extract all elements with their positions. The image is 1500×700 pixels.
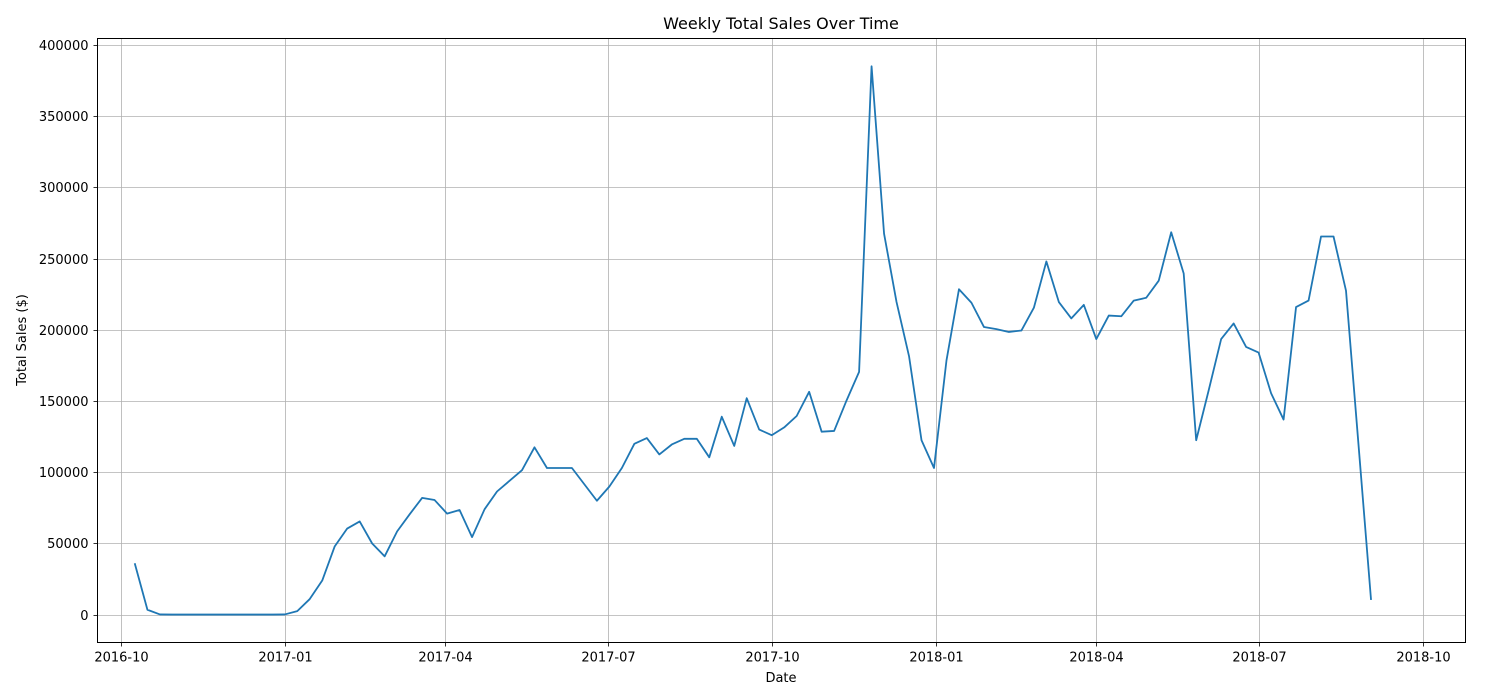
y-tick-label: 200000 xyxy=(39,324,89,339)
y-tick-label: 400000 xyxy=(39,39,89,54)
x-axis-title: Date xyxy=(765,671,796,686)
x-tick-label: 2018-10 xyxy=(1396,651,1450,666)
series-line xyxy=(133,65,1372,616)
y-tick-label: 350000 xyxy=(39,110,89,125)
y-tick-label: 250000 xyxy=(39,253,89,268)
y-tick-label: 50000 xyxy=(47,537,88,552)
x-tick-label: 2017-01 xyxy=(258,651,312,666)
y-tick-label: 0 xyxy=(80,609,88,624)
plot-frame xyxy=(97,38,1466,643)
x-tick-label: 2016-10 xyxy=(94,651,148,666)
y-axis: 0 50000 100000 150000 200000 250000 300000 3500… xyxy=(39,39,98,624)
y-tick-label: 300000 xyxy=(39,181,89,196)
y-tick-label: 100000 xyxy=(39,466,89,481)
y-axis-title: Total Sales ($) xyxy=(15,294,30,387)
chart-title: Weekly Total Sales Over Time xyxy=(663,14,899,33)
x-tick-label: 2018-07 xyxy=(1232,651,1286,666)
y-tick-label: 150000 xyxy=(39,395,89,410)
x-tick-label: 2017-04 xyxy=(418,651,472,666)
x-tick-label: 2018-01 xyxy=(909,651,963,666)
x-tick-label: 2018-04 xyxy=(1069,651,1123,666)
x-tick-label: 2017-07 xyxy=(581,651,635,666)
x-tick-label: 2017-10 xyxy=(745,651,799,666)
x-axis: 2016-10 2017-01 2017-04 2017-07 2017-10 2018-… xyxy=(94,642,1451,666)
series-layer xyxy=(133,65,1372,616)
